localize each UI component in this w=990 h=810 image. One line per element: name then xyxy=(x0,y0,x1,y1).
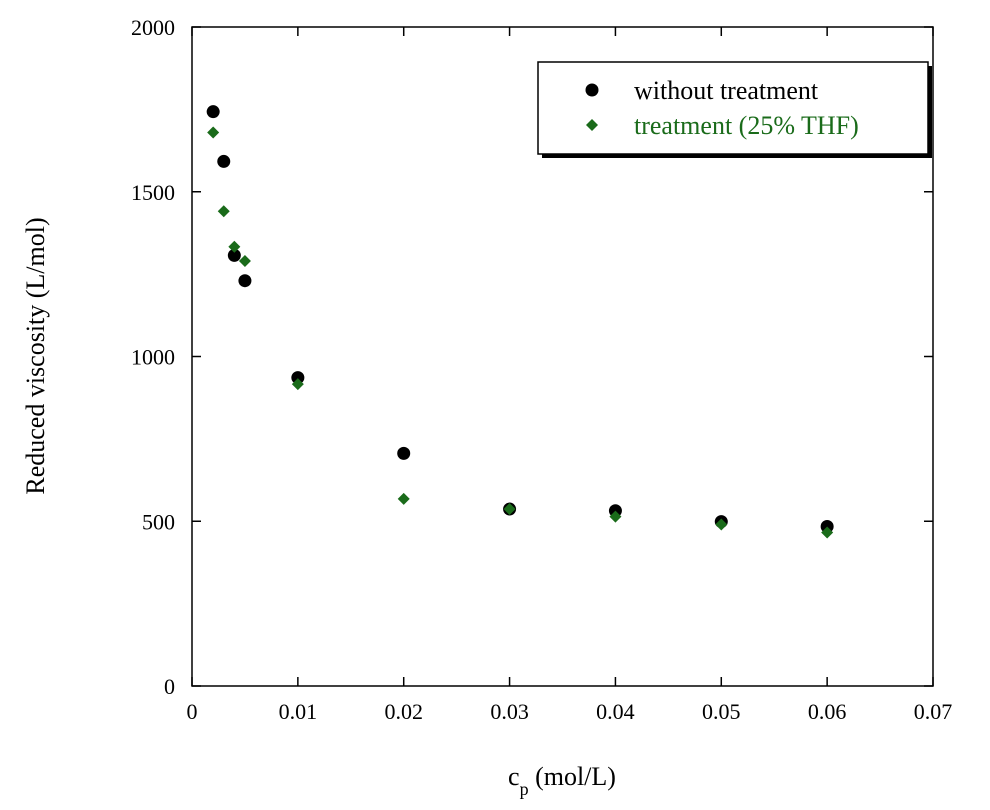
y-axis-tick-labels: 0 500 1000 1500 2000 xyxy=(131,15,175,699)
y-axis-label: Reduced viscosity (L/mol) xyxy=(21,217,50,494)
x-axis-label: cp (mol/L) xyxy=(508,762,616,799)
legend: without treatment treatment (25% THF) xyxy=(537,61,932,158)
point-treatment xyxy=(238,254,251,267)
x-tick-label: 0.01 xyxy=(279,699,318,724)
point-treatment xyxy=(609,510,622,523)
axis-ticks xyxy=(191,26,934,687)
point-without-treatment xyxy=(291,371,305,385)
point-treatment xyxy=(503,503,516,516)
y-tick-label: 500 xyxy=(142,509,175,534)
point-treatment xyxy=(397,492,410,505)
x-axis-label-main: c xyxy=(508,762,520,791)
point-treatment xyxy=(821,526,834,539)
legend-label-treatment: treatment (25% THF) xyxy=(634,111,859,140)
x-tick-label: 0.06 xyxy=(808,699,847,724)
point-without-treatment xyxy=(227,248,241,262)
x-tick-label: 0.07 xyxy=(914,699,953,724)
point-treatment xyxy=(715,518,728,531)
legend-marker-without-treatment xyxy=(585,83,599,97)
x-tick-label: 0.05 xyxy=(702,699,741,724)
y-tick-label: 1500 xyxy=(131,180,175,205)
x-tick-label: 0 xyxy=(187,699,198,724)
data-markers xyxy=(206,105,834,539)
x-axis-tick-labels: 0 0.01 0.02 0.03 0.04 0.05 0.06 0.07 xyxy=(187,699,953,724)
x-axis-label-subscript: p xyxy=(520,779,529,799)
point-without-treatment xyxy=(206,105,220,119)
x-tick-label: 0.02 xyxy=(384,699,423,724)
point-without-treatment xyxy=(397,446,411,460)
point-treatment xyxy=(291,378,304,391)
point-without-treatment xyxy=(217,154,231,168)
x-tick-label: 0.04 xyxy=(596,699,635,724)
y-tick-label: 0 xyxy=(164,674,175,699)
point-treatment xyxy=(228,240,241,253)
point-treatment xyxy=(217,205,230,218)
y-tick-label: 2000 xyxy=(131,15,175,40)
y-tick-label: 1000 xyxy=(131,345,175,370)
legend-marker-treatment xyxy=(586,119,598,131)
legend-label-without-treatment: without treatment xyxy=(634,76,819,105)
legend-box xyxy=(537,61,929,155)
point-without-treatment xyxy=(238,274,252,288)
x-axis-label-unit: (mol/L) xyxy=(529,762,616,791)
point-treatment xyxy=(207,126,220,139)
x-tick-label: 0.03 xyxy=(490,699,529,724)
